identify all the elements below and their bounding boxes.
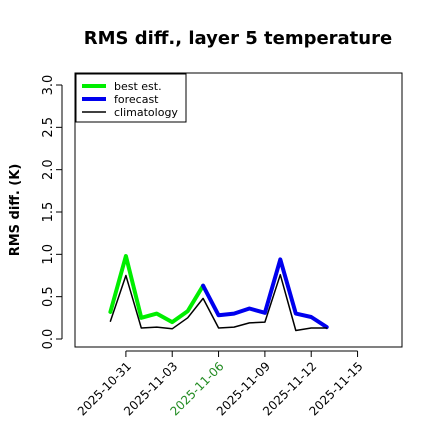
plot-frame <box>74 72 403 348</box>
series-line-climatology <box>109 273 328 332</box>
legend-label: best est. <box>114 80 162 93</box>
x-axis: 2025-10-312025-11-032025-11-062025-11-09… <box>75 350 366 418</box>
series-line-best-est <box>108 254 206 325</box>
y-tick-label: 0.0 <box>41 329 56 350</box>
legend-label: forecast <box>114 93 159 106</box>
series-layer <box>108 254 329 332</box>
legend-label: climatology <box>114 106 178 119</box>
series-line-forecast <box>201 257 329 330</box>
y-tick-label: 2.5 <box>41 117 56 138</box>
y-tick-label: 2.0 <box>41 159 56 180</box>
y-tick-label: 0.5 <box>41 286 56 307</box>
legend-box <box>75 73 187 123</box>
y-tick-label: 1.5 <box>41 202 56 223</box>
y-tick-label: 1.0 <box>41 244 56 265</box>
chart-title: RMS diff., layer 5 temperature <box>84 28 392 49</box>
y-axis-label: RMS diff. (K) <box>8 164 23 257</box>
y-axis: 0.0 0.5 1.0 1.5 2.0 2.5 3.0 <box>41 75 63 350</box>
y-tick-label: 3.0 <box>41 75 56 96</box>
